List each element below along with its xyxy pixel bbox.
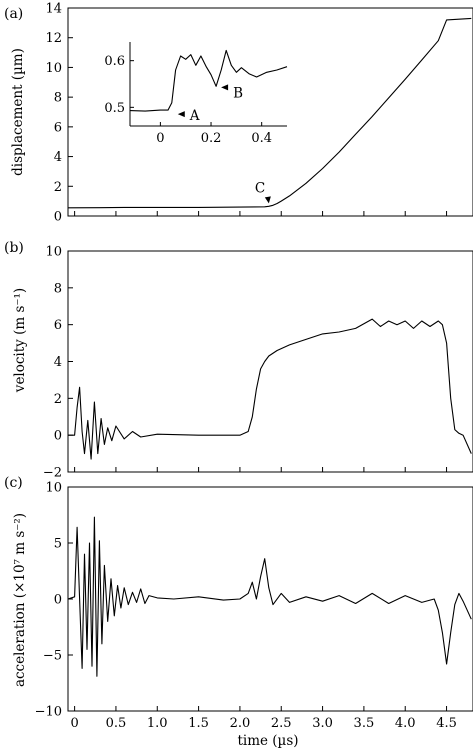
panel-a-frame	[67, 7, 473, 217]
panel-c: (c) acceleration (×10⁷ m s⁻²) −10−50510 …	[4, 475, 473, 749]
inset-annotation-arrow-B	[221, 84, 229, 91]
annotation-arrow-C	[264, 196, 271, 204]
panel-c-series-line	[67, 516, 472, 677]
annotation-label-C: C	[255, 180, 265, 196]
inset-xtick-label-1: 0.2	[201, 131, 222, 146]
panel-c-xtick-label-9: 4.5	[436, 716, 457, 731]
inset-xtick-label-2: 0.4	[251, 131, 272, 146]
inset-annotations: AB	[177, 84, 243, 124]
inset-annotation-arrow-A	[177, 111, 185, 118]
panel-a-ytick-label-5: 10	[45, 61, 62, 76]
panel-c-ytick-label-4: 10	[45, 481, 62, 496]
panel-a-ytick-label-2: 4	[54, 150, 62, 165]
panel-a-label: (a)	[4, 6, 23, 22]
panel-a-ytick-label-3: 6	[54, 120, 62, 135]
panel-c-xtick-label-3: 1.5	[188, 716, 209, 731]
panel-c-xtick-label-2: 1.0	[147, 716, 168, 731]
panel-c-yticks: −10 −5 0 5 10	[35, 481, 73, 720]
inset-ytick-label-0: 0.5	[104, 101, 125, 116]
panel-c-ylabel: acceleration (×10⁷ m s⁻²)	[12, 513, 28, 687]
panel-c-xtick-label-7: 3.5	[354, 716, 375, 731]
panel-c-xtick-label-1: 0.5	[106, 716, 127, 731]
panel-b: (b) velocity (m s⁻¹) −2 0 2 4 6 8 10	[4, 240, 473, 481]
panel-b-yticks: −2 0 2 4 6 8 10	[43, 245, 448, 481]
panel-a-annotations: C	[255, 180, 271, 204]
panel-b-label: (b)	[4, 240, 24, 256]
inset-annotation-label-A: A	[189, 108, 200, 124]
inset-ticks: 0 0.2 0.4 0.5 0.6	[104, 54, 272, 146]
panel-b-ytick-label-3: 4	[54, 355, 62, 370]
panel-b-ytick-label-2: 2	[54, 392, 62, 407]
panel-b-ytick-label-0: −2	[43, 466, 62, 481]
inset-xtick-label-0: 0	[156, 131, 164, 146]
panel-a-ytick-label-6: 12	[45, 31, 62, 46]
inset: 0 0.2 0.40.50.6 AB	[104, 42, 288, 146]
panel-a-ytick-label-1: 2	[54, 180, 62, 195]
inset-series-line	[129, 49, 288, 112]
panel-c-xtick-label-4: 2.0	[230, 716, 251, 731]
panel-c-ytick-label-3: 5	[54, 537, 62, 552]
panel-b-ytick-label-5: 8	[54, 281, 62, 296]
panel-b-series-line	[68, 318, 472, 460]
panel-c-ytick-label-2: 0	[54, 593, 62, 608]
panel-b-ytick-label-6: 10	[45, 245, 62, 260]
panel-a: (a) displacement (µm) 0 2 4 6 8 10 12 14 C 0 0.2…	[4, 2, 473, 225]
panel-b-frame	[67, 250, 473, 473]
panel-a-series-line	[67, 17, 472, 209]
panel-a-ytick-label-4: 8	[54, 91, 62, 106]
panel-c-xtick-label-5: 2.5	[271, 716, 292, 731]
panel-a-ylabel: displacement (µm)	[10, 48, 26, 176]
panel-c-xlabel: time (µs)	[237, 733, 298, 749]
panel-a-ytick-label-7: 14	[45, 2, 62, 17]
panel-c-label: (c)	[4, 475, 23, 491]
panel-c-ytick-label-1: −5	[43, 649, 62, 664]
panel-b-ytick-label-1: 0	[54, 429, 62, 444]
panel-c-xtick-label-0: 0	[70, 716, 78, 731]
panel-c-ytick-label-0: −10	[35, 705, 62, 720]
panel-c-xticks: 0 0.5 1.0 1.5 2.0 2.5 3.0 3.5 4.0 4.5	[70, 706, 457, 731]
inset-annotation-label-B: B	[233, 85, 243, 101]
panel-b-ytick-label-4: 6	[54, 318, 62, 333]
panel-b-ylabel: velocity (m s⁻¹)	[12, 288, 28, 393]
panel-c-xtick-label-8: 4.0	[395, 716, 416, 731]
panel-a-ytick-label-0: 0	[54, 210, 62, 225]
panel-c-xtick-label-6: 3.0	[312, 716, 333, 731]
inset-ytick-label-1: 0.6	[104, 54, 125, 69]
